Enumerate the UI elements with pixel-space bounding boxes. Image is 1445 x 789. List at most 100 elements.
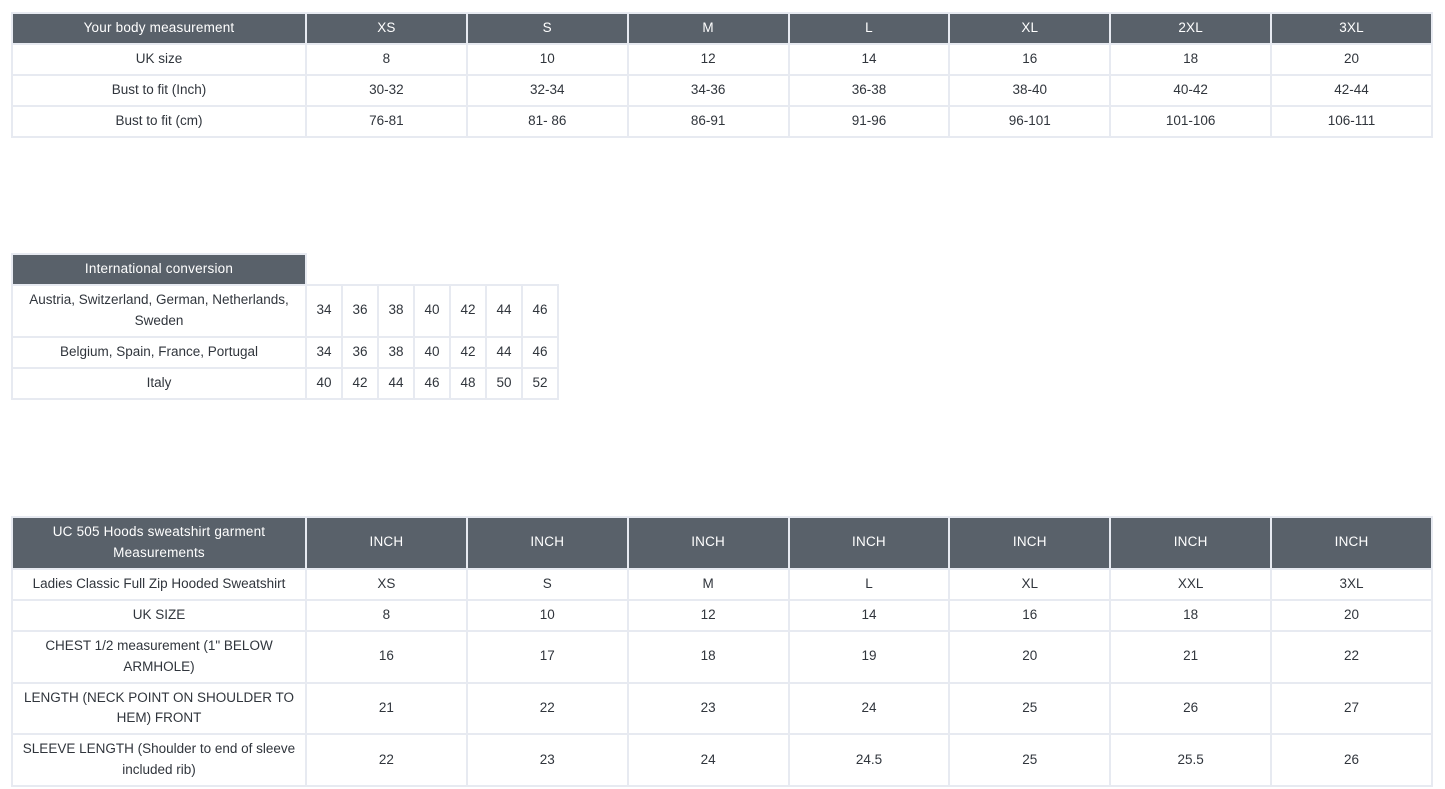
value-cell: 30-32 [305,74,468,107]
value-cell: 23 [626,681,790,736]
value-cell: 34 [305,335,343,369]
empty-header-cell [306,254,342,285]
value-cell: 48 [449,366,487,400]
value-cell: 26 [1109,681,1273,736]
table-row: Italy 40 42 44 46 48 50 52 [11,366,559,400]
empty-header-cell [414,254,450,285]
table-header-row: Your body measurement XS S M L XL 2XL 3XL [11,12,1433,45]
value-cell: 52 [521,366,559,400]
column-header-cell: INCH [1270,515,1433,570]
column-header-cell: INCH [626,515,790,570]
table-row: Ladies Classic Full Zip Hooded Sweatshir… [11,567,1433,601]
value-cell: 36 [341,284,379,338]
value-cell: 26 [1270,733,1433,788]
value-cell: 86-91 [626,105,790,138]
value-cell: 101-106 [1109,105,1273,138]
empty-header-cell [342,254,378,285]
row-label-cell: Austria, Switzerland, German, Netherland… [11,284,307,338]
value-cell: 25.5 [1109,733,1273,788]
table-row: UK SIZE 8 10 12 14 16 18 20 [11,598,1433,632]
row-label-cell: CHEST 1/2 measurement (1" BELOW ARMHOLE) [11,629,307,684]
row-label-cell: LENGTH (NECK POINT ON SHOULDER TO HEM) F… [11,681,307,736]
value-cell: 81- 86 [465,105,629,138]
table-row: UK size 8 10 12 14 16 18 20 [11,43,1433,76]
value-cell: 38 [377,284,415,338]
value-cell: 18 [1109,598,1273,632]
value-cell: 36-38 [787,74,951,107]
value-cell: 18 [626,629,790,684]
value-cell: 46 [521,335,559,369]
value-cell: 44 [485,335,523,369]
value-cell: 22 [1270,629,1433,684]
table-header-row: International conversion [11,253,558,286]
value-cell: 12 [626,598,790,632]
empty-header-cell [486,254,522,285]
value-cell: 38-40 [948,74,1112,107]
value-cell: 40 [305,366,343,400]
value-cell: XXL [1109,567,1273,601]
value-cell: 24.5 [787,733,951,788]
value-cell: 91-96 [787,105,951,138]
value-cell: 19 [787,629,951,684]
value-cell: 32-34 [465,74,629,107]
value-cell: 10 [465,598,629,632]
body-measurement-table: Your body measurement XS S M L XL 2XL 3XL UK siz… [11,12,1433,138]
value-cell: 3XL [1270,567,1433,601]
column-header-cell: 2XL [1109,12,1273,45]
value-cell: 42 [449,284,487,338]
value-cell: 42-44 [1270,74,1433,107]
value-cell: 23 [465,733,629,788]
value-cell: L [787,567,951,601]
table-title-cell: UC 505 Hoods sweatshirt garment Measurem… [11,515,307,570]
column-header-cell: 3XL [1270,12,1433,45]
value-cell: 44 [377,366,415,400]
column-header-cell: INCH [1109,515,1273,570]
value-cell: 20 [1270,598,1433,632]
column-header-cell: XS [305,12,468,45]
value-cell: 34-36 [626,74,790,107]
value-cell: XS [305,567,468,601]
value-cell: 44 [485,284,523,338]
value-cell: 8 [305,598,468,632]
value-cell: M [626,567,790,601]
value-cell: 40 [413,284,451,338]
value-cell: 10 [465,43,629,76]
table-row: Bust to fit (cm) 76-81 81- 86 86-91 91-96 96-… [11,105,1433,138]
table-row: LENGTH (NECK POINT ON SHOULDER TO HEM) F… [11,681,1433,736]
value-cell: S [465,567,629,601]
row-label-cell: Belgium, Spain, France, Portugal [11,335,307,369]
value-cell: 20 [1270,43,1433,76]
value-cell: 24 [787,681,951,736]
value-cell: 18 [1109,43,1273,76]
table-header-row: UC 505 Hoods sweatshirt garment Measurem… [11,515,1433,570]
column-header-cell: S [465,12,629,45]
garment-measurements-table: UC 505 Hoods sweatshirt garment Measurem… [11,515,1433,788]
empty-header-cell [450,254,486,285]
value-cell: 21 [305,681,468,736]
column-header-cell: INCH [787,515,951,570]
international-conversion-table: International conversion Austria, Switzer… [11,253,559,400]
row-label-cell: Bust to fit (cm) [11,105,307,138]
value-cell: 46 [413,366,451,400]
value-cell: 106-111 [1270,105,1433,138]
column-header-cell: L [787,12,951,45]
row-label-cell: Italy [11,366,307,400]
empty-header-cell [378,254,414,285]
value-cell: 50 [485,366,523,400]
value-cell: 40-42 [1109,74,1273,107]
value-cell: 25 [948,733,1112,788]
column-header-cell: INCH [465,515,629,570]
value-cell: 16 [305,629,468,684]
table-row: Austria, Switzerland, German, Netherland… [11,284,559,338]
table-row: SLEEVE LENGTH (Shoulder to end of sleeve… [11,733,1433,788]
row-label-cell: UK size [11,43,307,76]
value-cell: 34 [305,284,343,338]
column-header-cell: INCH [948,515,1112,570]
value-cell: 96-101 [948,105,1112,138]
value-cell: 22 [465,681,629,736]
column-header-cell: INCH [305,515,468,570]
value-cell: 24 [626,733,790,788]
value-cell: 25 [948,681,1112,736]
value-cell: 16 [948,43,1112,76]
